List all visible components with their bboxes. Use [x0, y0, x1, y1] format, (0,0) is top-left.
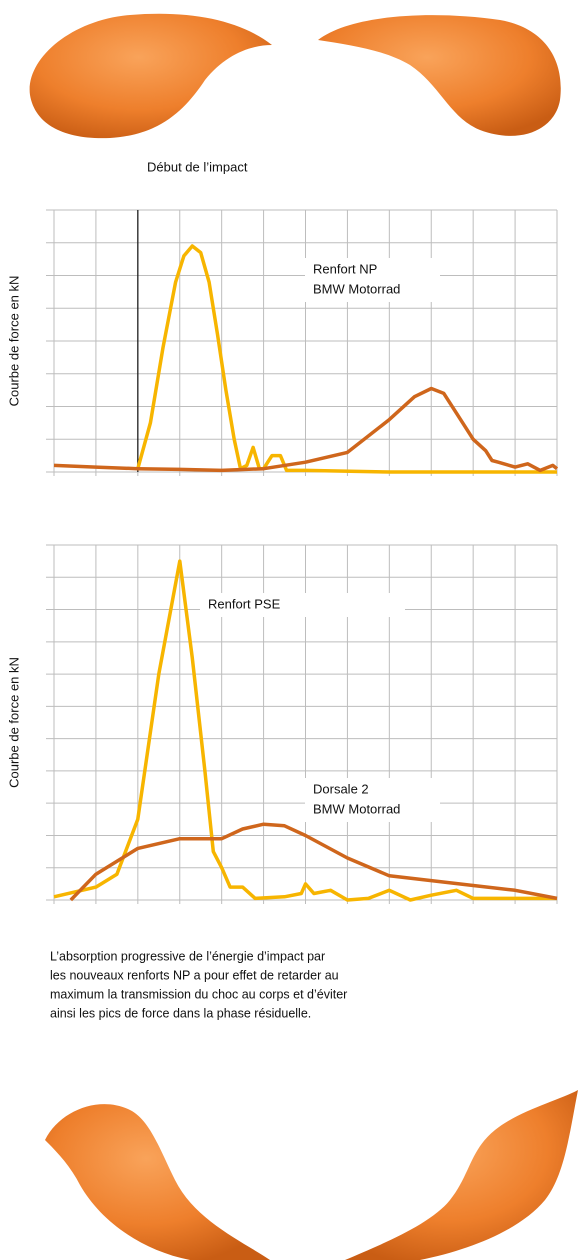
- body-text: L’absorption progressive de l’énergie d’…: [50, 949, 347, 1020]
- body-line: ainsi les pics de force dans la phase ré…: [50, 1006, 311, 1020]
- line-series: [69, 822, 558, 902]
- line-series: [53, 386, 559, 473]
- pad-images-bottom: [45, 1090, 578, 1260]
- annotation: BMW Motorrad: [313, 801, 400, 816]
- body-line: les nouveaux renforts NP a pour effet de…: [50, 968, 339, 982]
- body-line: L’absorption progressive de l’énergie d’…: [50, 949, 325, 963]
- annotation: BMW Motorrad: [313, 281, 400, 296]
- annotation: Dorsale 2: [313, 781, 369, 796]
- annotation-box: [305, 258, 440, 302]
- pad-images-top: [29, 13, 561, 139]
- y-axis-label: Courbe de force en kN: [6, 276, 21, 407]
- annotation: Renfort NP: [313, 261, 377, 276]
- line-series: [53, 559, 557, 902]
- impact-label: Début de l’impact: [147, 159, 248, 174]
- annotation-box: [200, 593, 405, 617]
- annotation-box: [305, 778, 440, 822]
- y-axis-label: Courbe de force en kN: [6, 657, 21, 788]
- annotation: Renfort PSE: [208, 596, 281, 611]
- body-line: maximum la transmission du choc au corps…: [50, 987, 347, 1001]
